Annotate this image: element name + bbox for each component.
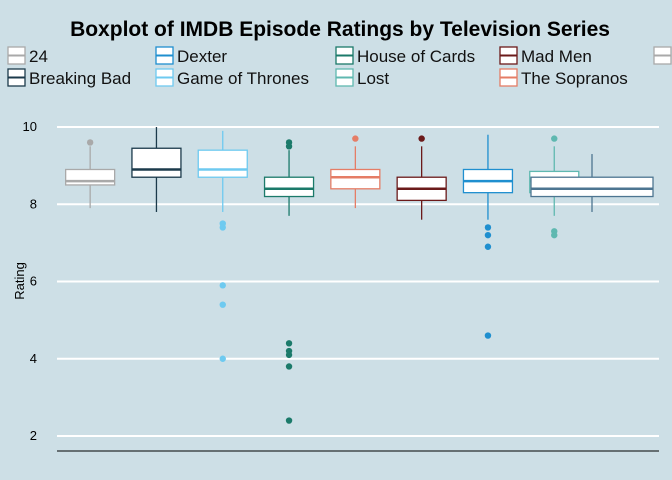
box-group xyxy=(330,135,381,209)
legend-label: House of Cards xyxy=(357,47,475,66)
outlier-point xyxy=(219,355,226,362)
legend-item: Game of Thrones xyxy=(155,68,309,88)
boxes xyxy=(65,127,654,424)
box xyxy=(131,147,182,178)
legend-item: Dexter xyxy=(155,46,227,66)
outlier-point xyxy=(285,143,293,150)
legend-label: The Sopranos xyxy=(521,69,628,88)
box-group xyxy=(263,139,315,424)
chart-title: Boxplot of IMDB Episode Ratings by Telev… xyxy=(70,18,610,41)
y-tick-label: 8 xyxy=(30,196,37,211)
y-tick-label: 4 xyxy=(30,351,37,366)
legend-item: Lost xyxy=(335,68,389,88)
box-group xyxy=(530,154,654,212)
outlier-point xyxy=(219,224,226,231)
y-tick-label: 2 xyxy=(30,428,37,443)
box xyxy=(330,168,381,190)
legend-item: Mad Men xyxy=(499,46,592,66)
box-group xyxy=(65,139,116,209)
box xyxy=(197,149,248,178)
grid-lines xyxy=(57,126,659,437)
y-tick-label: 10 xyxy=(23,119,37,134)
legend-item: The Sopranos xyxy=(499,68,628,88)
outlier-point xyxy=(484,224,492,231)
box-group xyxy=(396,135,447,220)
box xyxy=(65,168,116,186)
box xyxy=(263,176,315,198)
outlier-point xyxy=(285,351,293,359)
legend-label: Game of Thrones xyxy=(177,69,309,88)
outlier-point xyxy=(551,231,558,239)
legend-label: 24 xyxy=(29,47,48,66)
box-group xyxy=(462,134,514,339)
legend: 24 Dexter House of Cards Mad Men Breaking Ba… xyxy=(7,46,672,88)
outlier-point xyxy=(484,332,492,339)
outlier-point xyxy=(551,135,558,142)
legend-label: Mad Men xyxy=(521,47,592,66)
legend-label: Breaking Bad xyxy=(29,69,131,88)
box xyxy=(530,176,654,198)
legend-item xyxy=(653,46,672,65)
legend-label: Lost xyxy=(357,69,389,88)
outlier-point xyxy=(418,135,425,142)
legend-item: 24 xyxy=(7,46,48,66)
box-group xyxy=(131,127,182,212)
y-axis-label: Rating xyxy=(12,262,27,300)
outlier-point xyxy=(219,282,226,289)
box-group xyxy=(197,130,248,362)
outlier-point xyxy=(285,363,293,370)
outlier-point xyxy=(219,301,226,308)
outlier-point xyxy=(484,243,492,250)
legend-item: House of Cards xyxy=(335,46,475,66)
outlier-point xyxy=(352,135,359,142)
outlier-point xyxy=(86,139,94,146)
outlier-point xyxy=(484,231,492,239)
outlier-point xyxy=(285,417,293,424)
y-tick-label: 6 xyxy=(30,274,37,289)
outlier-point xyxy=(285,340,293,347)
legend-item: Breaking Bad xyxy=(7,68,131,88)
legend-label: Dexter xyxy=(177,47,227,66)
y-axis: 2 4 6 8 10 xyxy=(23,119,37,443)
